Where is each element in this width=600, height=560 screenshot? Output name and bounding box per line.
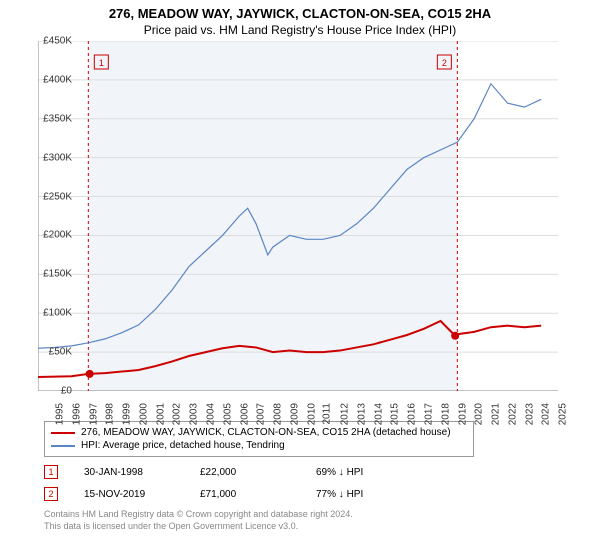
x-axis-label: 2013 <box>356 403 367 425</box>
transaction-price: £71,000 <box>200 489 290 500</box>
legend-label: 276, MEADOW WAY, JAYWICK, CLACTON-ON-SEA… <box>81 427 451 438</box>
x-axis-label: 2016 <box>407 403 418 425</box>
x-axis-label: 2009 <box>289 403 300 425</box>
x-axis-label: 2005 <box>222 403 233 425</box>
x-axis-label: 2007 <box>256 403 267 425</box>
x-axis-label: 2023 <box>524 403 535 425</box>
x-axis-label: 2015 <box>390 403 401 425</box>
y-axis-label: £350K <box>43 113 72 124</box>
x-axis-label: 2017 <box>423 403 434 425</box>
price-chart: 12 £0£50K£100K£150K£200K£250K£300K£350K£… <box>38 41 598 391</box>
transaction-row: 1 30-JAN-1998 £22,000 69% ↓ HPI <box>44 465 600 479</box>
y-axis-label: £300K <box>43 152 72 163</box>
x-axis-label: 2002 <box>172 403 183 425</box>
x-axis-label: 2020 <box>474 403 485 425</box>
transaction-price: £22,000 <box>200 467 290 478</box>
transaction-pct: 77% ↓ HPI <box>316 489 406 500</box>
transaction-pct: 69% ↓ HPI <box>316 467 406 478</box>
y-axis-label: £50K <box>49 347 72 358</box>
x-axis-label: 2024 <box>541 403 552 425</box>
y-axis-label: £100K <box>43 308 72 319</box>
x-axis-label: 2012 <box>339 403 350 425</box>
legend-row: 276, MEADOW WAY, JAYWICK, CLACTON-ON-SEA… <box>51 426 467 439</box>
transaction-marker: 1 <box>44 465 58 479</box>
svg-text:1: 1 <box>99 58 104 68</box>
x-axis-label: 1995 <box>54 403 65 425</box>
attribution-line2: This data is licensed under the Open Gov… <box>44 521 600 533</box>
chart-svg: 12 <box>38 41 558 391</box>
y-axis-label: £250K <box>43 191 72 202</box>
legend-swatch <box>51 432 75 434</box>
transaction-date: 30-JAN-1998 <box>84 467 174 478</box>
x-axis-label: 2021 <box>490 403 501 425</box>
x-axis-label: 2014 <box>373 403 384 425</box>
x-axis-label: 2019 <box>457 403 468 425</box>
svg-text:2: 2 <box>442 58 447 68</box>
x-axis-label: 2011 <box>322 403 333 425</box>
page-subtitle: Price paid vs. HM Land Registry's House … <box>0 21 600 41</box>
y-axis-label: £0 <box>61 386 72 397</box>
transaction-date: 15-NOV-2019 <box>84 489 174 500</box>
legend-label: HPI: Average price, detached house, Tend… <box>81 440 285 451</box>
x-axis-label: 2022 <box>507 403 518 425</box>
legend: 276, MEADOW WAY, JAYWICK, CLACTON-ON-SEA… <box>44 421 474 457</box>
legend-swatch <box>51 445 75 447</box>
x-axis-label: 2010 <box>306 403 317 425</box>
x-axis-label: 1996 <box>71 403 82 425</box>
y-axis-label: £450K <box>43 36 72 47</box>
x-axis-label: 1999 <box>121 403 132 425</box>
x-axis-label: 1997 <box>88 403 99 425</box>
legend-row: HPI: Average price, detached house, Tend… <box>51 439 467 452</box>
page-title: 276, MEADOW WAY, JAYWICK, CLACTON-ON-SEA… <box>0 0 600 21</box>
x-axis-label: 2004 <box>205 403 216 425</box>
x-axis-label: 2025 <box>557 403 568 425</box>
attribution-line1: Contains HM Land Registry data © Crown c… <box>44 509 600 521</box>
x-axis-label: 2006 <box>239 403 250 425</box>
attribution: Contains HM Land Registry data © Crown c… <box>44 509 600 532</box>
x-axis-label: 2000 <box>138 403 149 425</box>
transaction-row: 2 15-NOV-2019 £71,000 77% ↓ HPI <box>44 487 600 501</box>
x-axis-label: 1998 <box>105 403 116 425</box>
y-axis-label: £200K <box>43 230 72 241</box>
y-axis-label: £400K <box>43 74 72 85</box>
transaction-marker: 2 <box>44 487 58 501</box>
y-axis-label: £150K <box>43 269 72 280</box>
x-axis-label: 2003 <box>188 403 199 425</box>
x-axis-label: 2001 <box>155 403 166 425</box>
x-axis-label: 2008 <box>272 403 283 425</box>
x-axis-label: 2018 <box>440 403 451 425</box>
